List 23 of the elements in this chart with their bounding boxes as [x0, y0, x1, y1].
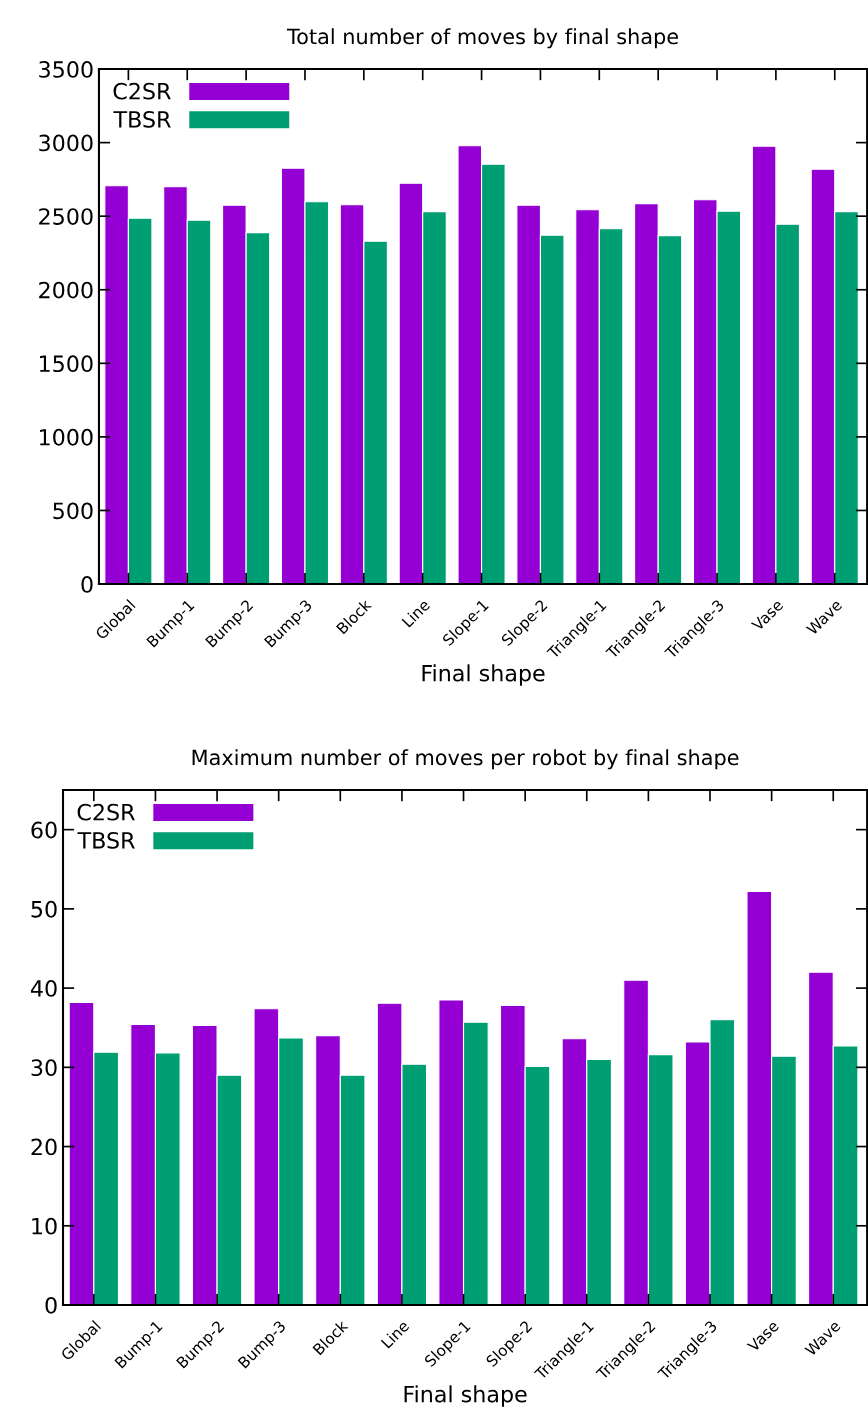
y-tick-label: 50 [31, 900, 57, 918]
y-tick-label: 30 [31, 1059, 57, 1077]
legend-label: TBSR [113, 110, 171, 128]
y-tick-label: 1500 [39, 355, 93, 373]
y-tick-label: 20 [31, 1138, 57, 1156]
y-tick-label: 3000 [39, 134, 93, 152]
legend-label: TBSR [77, 831, 135, 849]
legend-label: C2SR [113, 82, 171, 100]
y-tick-label: 2500 [39, 208, 93, 225]
chart-title: Total number of moves by final shape [286, 28, 678, 49]
legend-label: C2SR [77, 803, 135, 821]
y-tick-label: 2000 [39, 281, 93, 299]
y-tick-label: 40 [30, 980, 57, 997]
y-tick-label: 10 [32, 1217, 57, 1235]
y-tick-label: 500 [53, 502, 93, 520]
x-axis-title: Final shape [404, 1385, 527, 1407]
y-tick-label: 60 [31, 821, 57, 839]
chart-title: Maximum number of moves per robot by final shape [192, 749, 739, 770]
y-tick-label: 0 [81, 575, 93, 593]
y-tick-label: 3500 [39, 60, 93, 78]
y-tick-label: 1000 [39, 428, 93, 446]
x-axis-title: Final shape [422, 664, 545, 686]
y-tick-label: 0 [45, 1296, 57, 1314]
